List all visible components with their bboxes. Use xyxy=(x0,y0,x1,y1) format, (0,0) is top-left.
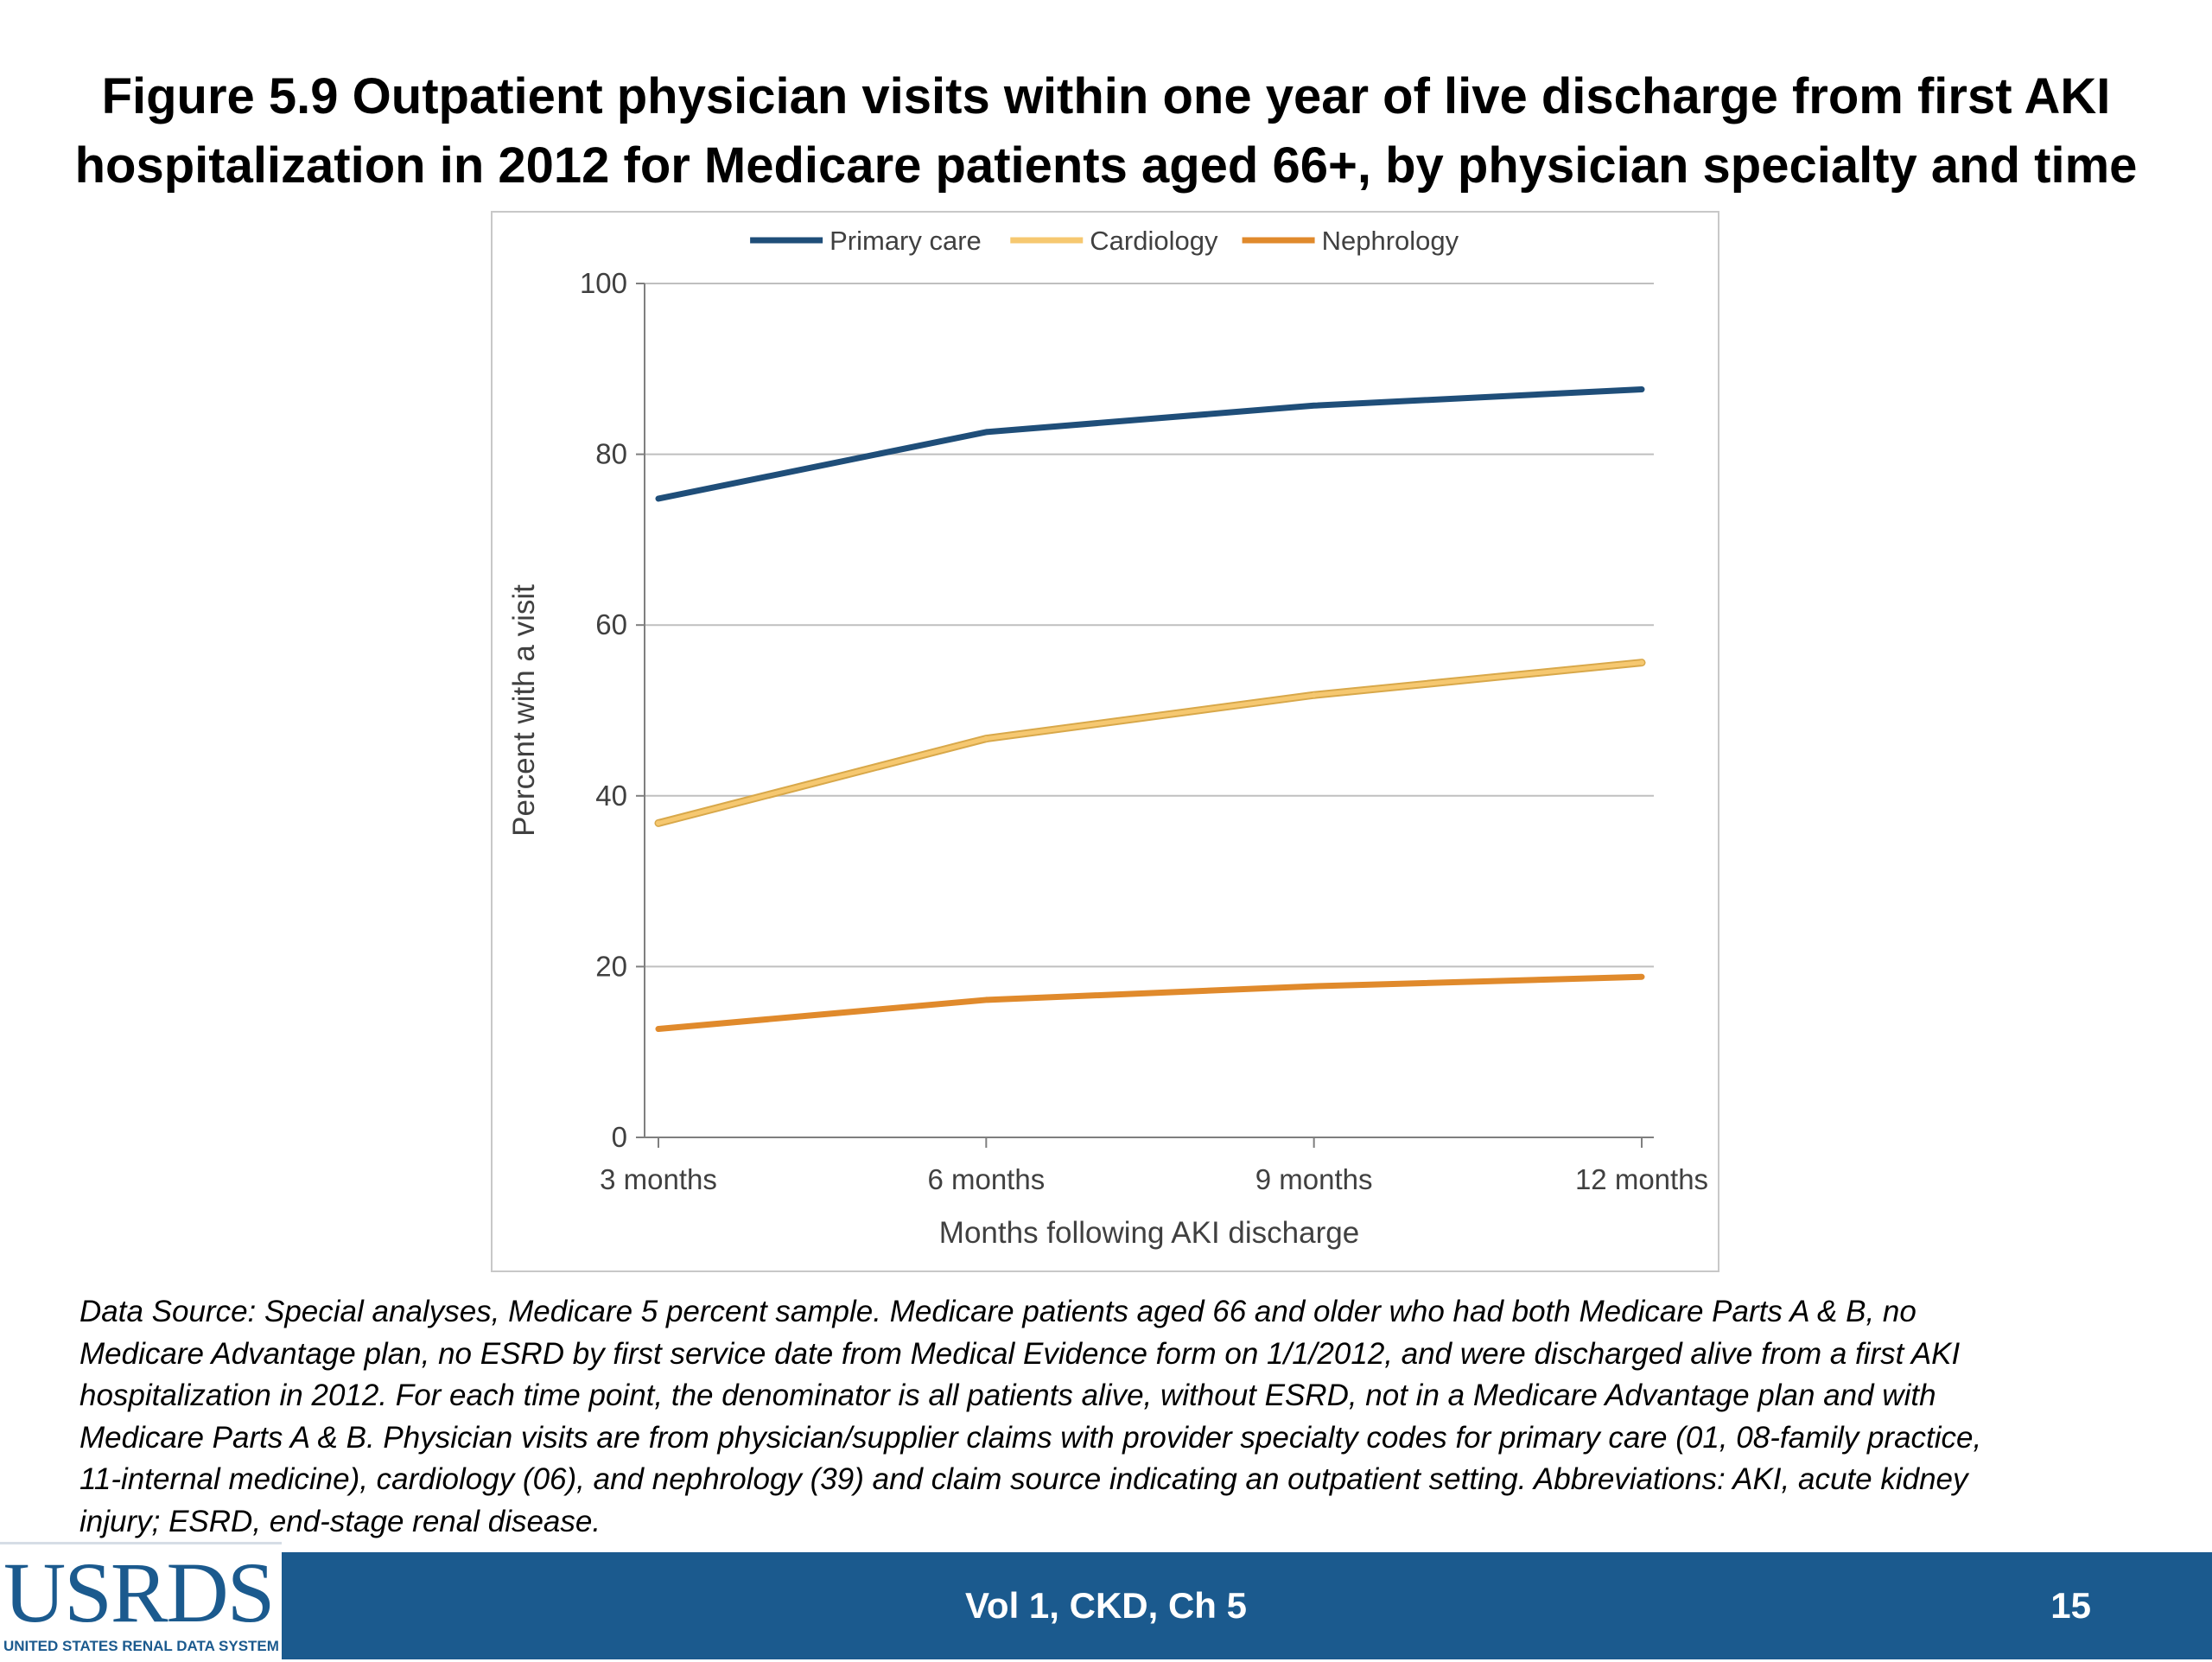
page-number: 15 xyxy=(2050,1585,2091,1626)
legend-label-cardiology: Cardiology xyxy=(1090,226,1218,256)
data-point-primary-care xyxy=(656,495,661,501)
legend-label-nephrology: Nephrology xyxy=(1322,226,1459,256)
usrds-logo: USRDS UNITED STATES RENAL DATA SYSTEM xyxy=(0,1542,282,1662)
data-point-primary-care xyxy=(1311,403,1317,409)
figure-title: Figure 5.9 Outpatient physician visits w… xyxy=(35,62,2177,201)
series-line-nephrology xyxy=(655,973,1645,1033)
series-line-cardiology-outline xyxy=(654,659,1646,827)
y-tick-label: 60 xyxy=(595,608,627,640)
note-line: Medicare Parts A & B. Physician visits a… xyxy=(79,1420,1982,1455)
data-point-primary-care xyxy=(983,429,989,435)
series-line-cardiology xyxy=(656,660,1644,825)
x-tick-label: 6 months xyxy=(927,1163,1045,1195)
note-line: injury; ESRD, end-stage renal disease. xyxy=(79,1504,601,1538)
note-line: 11-internal medicine), cardiology (06), … xyxy=(79,1462,1968,1496)
footer-bar xyxy=(0,1552,2212,1659)
y-tick-label: 40 xyxy=(595,780,627,812)
figure-title-line-2: hospitalization in 2012 for Medicare pat… xyxy=(74,137,2138,194)
legend-label-primary-care: Primary care xyxy=(830,226,982,256)
y-tick-label: 20 xyxy=(595,950,627,982)
figure-title-line-1: Figure 5.9 Outpatient physician visits w… xyxy=(101,68,2111,124)
y-tick-label: 100 xyxy=(580,267,627,299)
line-chart: 0 20 40 60 80 100 3 months 6 months 9 months 12 m… xyxy=(507,226,1708,1250)
series-line-primary-care xyxy=(655,386,1645,502)
footer-volume-label: Vol 1, CKD, Ch 5 xyxy=(965,1585,1247,1626)
note-line: hospitalization in 2012. For each time p… xyxy=(79,1379,1936,1412)
logo-wordmark: USRDS xyxy=(3,1544,275,1640)
x-tick-label: 9 months xyxy=(1255,1163,1373,1195)
data-point-nephrology xyxy=(656,1026,661,1032)
data-source-note: Data Source: Special analyses, Medicare … xyxy=(79,1291,2153,1543)
x-tick-label: 12 months xyxy=(1575,1163,1708,1195)
data-point-cardiology xyxy=(656,820,661,826)
data-point-primary-care xyxy=(1639,386,1644,392)
data-point-nephrology xyxy=(1311,984,1317,990)
data-point-cardiology xyxy=(1311,692,1317,698)
data-point-cardiology xyxy=(1639,659,1644,665)
x-tick-label: 3 months xyxy=(600,1163,717,1195)
data-point-nephrology xyxy=(1639,974,1644,980)
logo-subtitle: UNITED STATES RENAL DATA SYSTEM xyxy=(3,1638,279,1654)
note-line: Medicare Advantage plan, no ESRD by firs… xyxy=(79,1336,1961,1371)
note-line: Data Source: Special analyses, Medicare … xyxy=(79,1295,1916,1328)
y-tick-label: 80 xyxy=(595,438,627,470)
chart-frame: 0 20 40 60 80 100 3 months 6 months 9 months 12 m… xyxy=(491,211,1719,1272)
data-point-cardiology xyxy=(983,735,989,742)
x-axis-title: Months following AKI discharge xyxy=(939,1216,1359,1250)
data-point-nephrology xyxy=(983,997,989,1003)
y-tick-label: 0 xyxy=(612,1121,627,1153)
y-axis-title: Percent with a visit xyxy=(507,584,541,837)
